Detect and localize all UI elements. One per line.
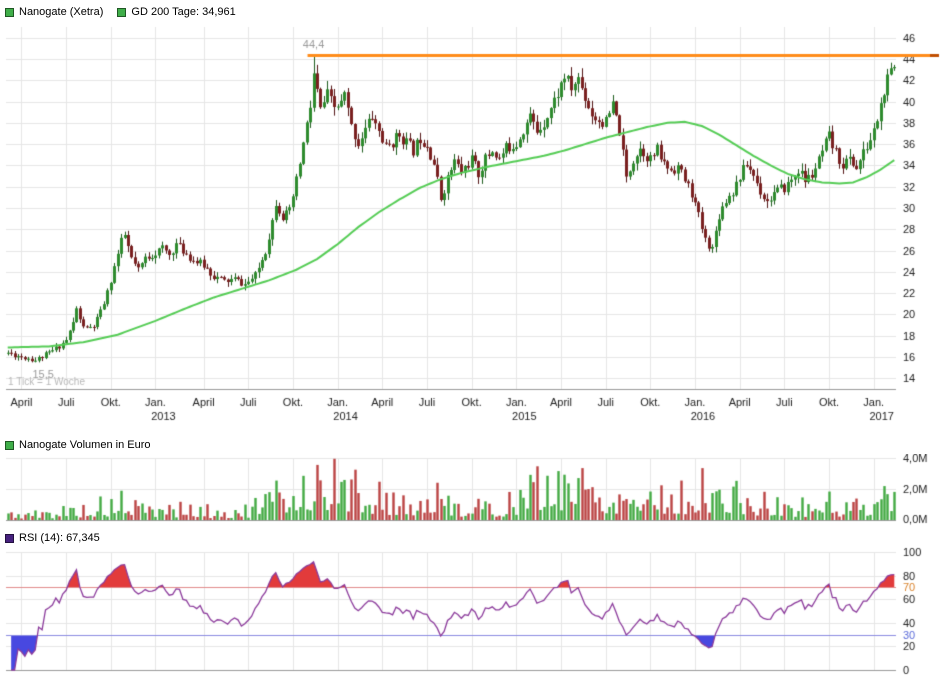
volume-legend: Nanogate Volumen in Euro: [0, 433, 940, 454]
rsi-legend-item: RSI (14): 67,345: [5, 532, 100, 544]
volume-swatch: [5, 440, 14, 450]
instrument-legend-item: Nanogate (Xetra): [5, 6, 103, 18]
gd200-label: GD 200 Tage: 34,961: [131, 6, 236, 18]
rsi-chart-canvas: [0, 547, 940, 677]
price-panel: Nanogate (Xetra) GD 200 Tage: 34,961: [0, 0, 940, 433]
volume-legend-item: Nanogate Volumen in Euro: [5, 439, 150, 451]
rsi-swatch: [5, 533, 14, 543]
rsi-panel: RSI (14): 67,345: [0, 526, 940, 677]
volume-label: Nanogate Volumen in Euro: [19, 439, 151, 451]
gd200-legend-item: GD 200 Tage: 34,961: [117, 6, 236, 18]
gd200-swatch: [117, 7, 127, 17]
volume-panel: Nanogate Volumen in Euro: [0, 433, 940, 526]
rsi-label: RSI (14): 67,345: [19, 532, 100, 544]
volume-chart-canvas: [0, 454, 940, 526]
price-chart-canvas: [0, 21, 940, 433]
instrument-label: Nanogate (Xetra): [19, 6, 104, 18]
rsi-legend: RSI (14): 67,345: [0, 526, 940, 547]
instrument-swatch: [5, 7, 14, 17]
price-legend: Nanogate (Xetra) GD 200 Tage: 34,961: [0, 0, 940, 21]
